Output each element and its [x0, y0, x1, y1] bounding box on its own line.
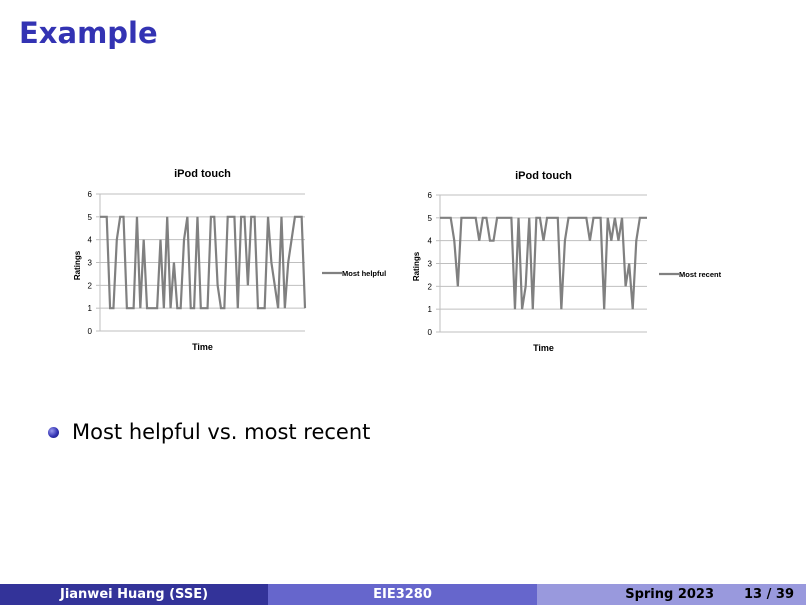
footer-author-text: Jianwei Huang (SSE)	[59, 587, 209, 602]
y-tick-label: 2	[428, 282, 433, 291]
footer-term: Spring 2023	[625, 587, 715, 602]
y-axis-label: Ratings	[412, 251, 421, 281]
y-axis-label: Ratings	[73, 250, 82, 280]
footer-course: EIE3280	[268, 584, 537, 605]
footer-course-text: EIE3280	[373, 587, 432, 602]
y-tick-label: 1	[428, 305, 433, 314]
bullet-text: Most helpful vs. most recent	[72, 420, 371, 444]
y-tick-label: 1	[88, 304, 93, 313]
y-tick-label: 0	[88, 327, 93, 336]
y-tick-label: 5	[88, 213, 93, 222]
y-tick-label: 4	[88, 236, 93, 245]
footer-page-number: 13 / 39	[744, 587, 794, 602]
chart-title: iPod touch	[515, 170, 572, 182]
y-tick-label: 5	[428, 214, 433, 223]
y-tick-label: 6	[428, 191, 433, 200]
y-tick-label: 2	[88, 281, 93, 290]
x-axis-label: Time	[533, 343, 554, 353]
y-tick-label: 4	[428, 237, 433, 246]
x-axis-label: Time	[192, 342, 213, 352]
y-tick-label: 3	[428, 260, 433, 269]
y-tick-label: 6	[88, 190, 93, 199]
slide-title: Example	[19, 16, 158, 50]
y-tick-label: 0	[428, 328, 433, 337]
chart-most-helpful: iPod touch 0 1 2 3 4 5 6 Ratings Time Most helpful	[73, 168, 386, 352]
legend-label: Most recent	[679, 270, 722, 279]
footer-author: Jianwei Huang (SSE)	[0, 584, 268, 605]
y-tick-label: 3	[88, 259, 93, 268]
bullet-item: Most helpful vs. most recent	[48, 420, 370, 444]
chart-title: iPod touch	[174, 168, 231, 180]
series-line	[100, 215, 307, 310]
legend-label: Most helpful	[342, 269, 386, 278]
footer-bar: Jianwei Huang (SSE) EIE3280 Spring 2023 …	[0, 584, 806, 605]
chart-most-recent: iPod touch 0 1 2 3 4 5 6 Ratings Time Most recent	[412, 170, 722, 353]
series-line	[440, 216, 647, 310]
bullet-icon	[48, 426, 59, 438]
footer-term-page: Spring 2023 13 / 39	[537, 584, 806, 605]
